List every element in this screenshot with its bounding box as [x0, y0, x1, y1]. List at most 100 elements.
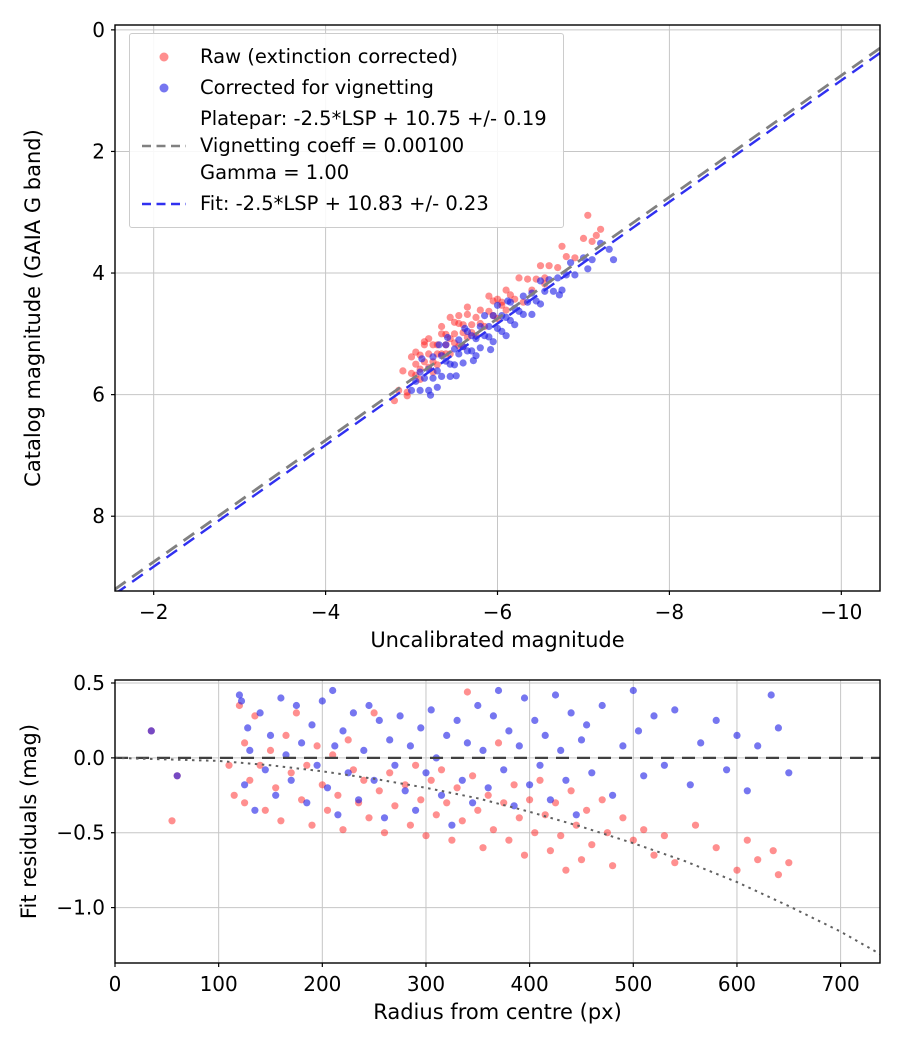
- data-point: [510, 802, 518, 810]
- data-point: [266, 731, 275, 739]
- data-point: [417, 796, 425, 804]
- data-point: [686, 781, 694, 789]
- data-point: [554, 264, 562, 272]
- data-point: [520, 851, 529, 859]
- data-point: [515, 814, 523, 822]
- data-point: [774, 871, 783, 879]
- x-axis-label: Uncalibrated magnitude: [370, 628, 624, 652]
- data-point: [463, 688, 471, 696]
- data-point: [640, 772, 648, 780]
- y-tick-label: −1.0: [56, 896, 105, 920]
- data-point: [147, 727, 155, 735]
- data-point: [292, 701, 300, 710]
- data-point: [435, 341, 443, 349]
- data-point: [691, 821, 700, 829]
- data-point: [584, 211, 592, 219]
- data-point: [416, 368, 424, 376]
- data-point: [418, 355, 426, 363]
- data-point: [541, 731, 549, 739]
- data-point: [671, 706, 679, 714]
- data-point: [246, 746, 254, 754]
- platepar-line: [115, 46, 880, 591]
- vignetting-model-curve: [115, 756, 880, 955]
- data-point: [598, 796, 606, 804]
- data-point: [493, 301, 502, 309]
- data-point: [502, 286, 510, 294]
- data-point: [455, 336, 463, 344]
- fit-residuals-plot: 0 100 200 300 400 500 600 700 0.5 0.0 −0.5 −1.0 Radi…: [17, 671, 881, 1024]
- data-point: [476, 306, 484, 314]
- data-point: [502, 306, 510, 314]
- data-point: [412, 360, 420, 368]
- data-point: [339, 826, 347, 834]
- tick-labels: 0 100 200 300 400 500 600 700 0.5 0.0 −0.5 −1.0: [56, 671, 859, 996]
- data-point: [536, 776, 544, 784]
- data-point: [401, 787, 409, 795]
- data-point: [572, 811, 580, 819]
- data-point: [650, 851, 658, 859]
- data-point: [437, 791, 446, 799]
- data-point: [375, 716, 383, 724]
- data-point: [597, 225, 605, 233]
- data-point: [298, 796, 306, 804]
- data-point: [287, 769, 295, 777]
- data-point: [546, 796, 555, 804]
- data-point: [468, 347, 476, 355]
- data-point: [396, 712, 404, 720]
- data-point: [403, 392, 411, 400]
- y-tick-label: 4: [92, 261, 105, 285]
- data-point: [277, 817, 285, 825]
- data-point: [442, 341, 450, 349]
- data-point: [531, 829, 539, 837]
- data-point: [571, 271, 579, 279]
- y-tick-label: 6: [92, 383, 105, 407]
- data-point: [629, 686, 637, 695]
- data-point: [407, 353, 416, 361]
- x-tick-label: −8: [655, 600, 684, 624]
- data-point: [443, 731, 451, 739]
- data-point: [671, 859, 679, 867]
- data-point: [536, 262, 545, 270]
- data-point: [298, 739, 306, 747]
- legend-item: Corrected for vignetting: [140, 73, 547, 104]
- data-point: [545, 262, 553, 270]
- x-tick-label: −2: [139, 600, 168, 624]
- data-point: [241, 739, 249, 747]
- data-point: [417, 724, 425, 732]
- data-point: [584, 265, 592, 273]
- data-point: [562, 253, 570, 261]
- x-tick-label: −6: [483, 600, 512, 624]
- data-point: [416, 386, 424, 394]
- data-point: [528, 310, 536, 318]
- data-point: [603, 829, 612, 837]
- platepar-line: [115, 46, 880, 591]
- data-point: [557, 746, 565, 754]
- data-point: [308, 721, 316, 729]
- data-point: [505, 727, 513, 735]
- data-point: [329, 686, 337, 695]
- data-point: [429, 353, 437, 361]
- data-point: [422, 832, 430, 840]
- data-point: [577, 856, 586, 864]
- x-tick-label: 600: [718, 972, 756, 996]
- data-point: [634, 727, 643, 735]
- data-point: [241, 799, 249, 807]
- data-point: [511, 321, 519, 329]
- data-point: [444, 333, 452, 342]
- data-point: [282, 751, 290, 759]
- x-tick-label: 300: [407, 972, 445, 996]
- data-point: [479, 746, 487, 754]
- vignetting-scatter: [407, 239, 618, 399]
- legend-item: Platepar: -2.5*LSP + 10.75 +/- 0.19 Vign…: [140, 104, 547, 189]
- data-point: [391, 761, 399, 769]
- data-point: [583, 806, 591, 814]
- data-point: [360, 746, 368, 754]
- plot-area: [115, 686, 880, 955]
- data-point: [429, 374, 437, 382]
- data-point: [406, 821, 414, 829]
- legend-dashed-line-icon: [142, 202, 186, 206]
- legend: Raw (extinction corrected) Corrected for …: [129, 33, 564, 229]
- data-point: [339, 727, 347, 735]
- data-point: [450, 361, 459, 369]
- data-point: [365, 814, 373, 822]
